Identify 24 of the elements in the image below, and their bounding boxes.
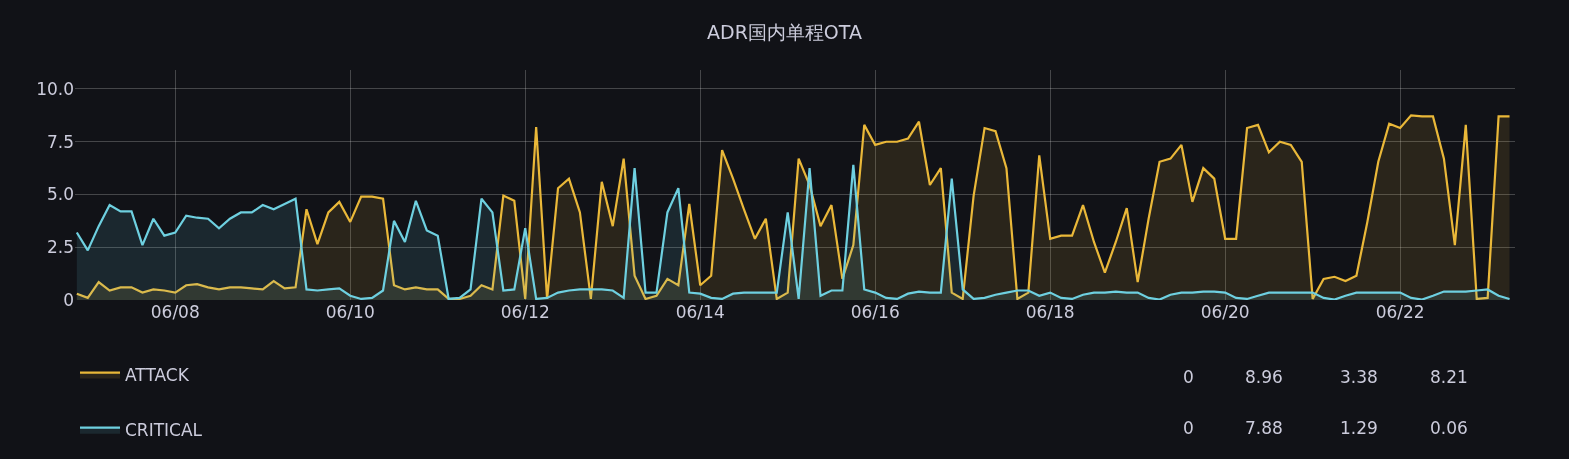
x-tick-label: 06/20 bbox=[1200, 302, 1250, 322]
x-tick-label: 06/18 bbox=[1025, 302, 1075, 322]
text: 0 bbox=[1183, 418, 1194, 438]
text: 0 bbox=[1183, 367, 1194, 387]
legend-label: CRITICAL bbox=[125, 420, 203, 441]
legend-label: ATTACK bbox=[125, 365, 190, 386]
x-tick-label: 06/22 bbox=[1375, 302, 1425, 322]
y-tick-label: 2.5 bbox=[46, 237, 74, 258]
text: 8.21 bbox=[1430, 367, 1468, 387]
x-tick-label: 06/12 bbox=[500, 302, 550, 322]
text: 8.96 bbox=[1245, 367, 1283, 387]
chart-title: ADR国内单程OTA bbox=[707, 20, 862, 43]
x-tick-label: 06/08 bbox=[150, 302, 200, 322]
x-tick-label: 06/10 bbox=[325, 302, 375, 322]
y-tick-label: 10.0 bbox=[36, 78, 74, 99]
y-tick-label: 7.5 bbox=[46, 131, 74, 152]
text: 7.88 bbox=[1245, 418, 1283, 438]
text: 1.29 bbox=[1340, 418, 1378, 438]
text: 3.38 bbox=[1340, 367, 1378, 387]
y-tick-label: 0 bbox=[63, 289, 74, 310]
y-tick-label: 5.0 bbox=[46, 184, 74, 205]
text: 0.06 bbox=[1430, 418, 1468, 438]
x-tick-label: 06/14 bbox=[675, 302, 725, 322]
x-tick-label: 06/16 bbox=[850, 302, 900, 322]
